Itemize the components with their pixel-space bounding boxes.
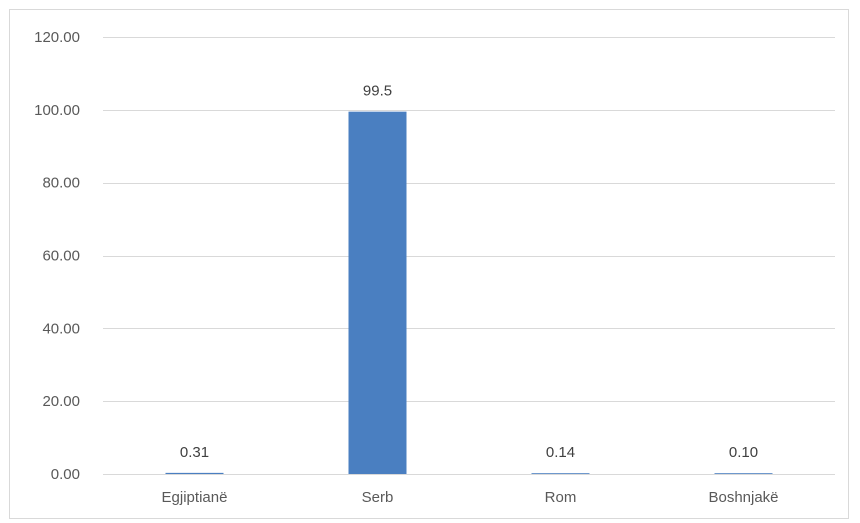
y-tick-label: 80.00 — [42, 175, 80, 192]
y-tick-label: 40.00 — [42, 320, 80, 337]
x-axis-tick-labels: Egjiptianë Serb Rom Boshnjakë — [162, 489, 779, 506]
y-axis-tick-labels: 0.00 20.00 40.00 60.00 80.00 100.00 120.00 — [34, 29, 80, 483]
x-tick-label: Rom — [545, 489, 577, 506]
data-labels: 0.31 99.5 0.14 0.10 — [180, 83, 758, 462]
data-label: 99.5 — [363, 83, 392, 100]
gridlines — [103, 37, 835, 475]
bars — [165, 111, 773, 474]
x-tick-label: Boshnjakë — [708, 489, 778, 506]
y-tick-label: 100.00 — [34, 102, 80, 119]
bar — [348, 111, 407, 474]
data-label: 0.10 — [729, 444, 758, 461]
y-tick-label: 120.00 — [34, 29, 80, 46]
bar — [165, 472, 224, 474]
y-tick-label: 20.00 — [42, 393, 80, 410]
x-tick-label: Egjiptianë — [162, 489, 228, 506]
data-label: 0.14 — [546, 444, 575, 461]
data-label: 0.31 — [180, 444, 209, 461]
bar — [714, 473, 773, 474]
bar — [531, 473, 590, 474]
y-tick-label: 0.00 — [51, 466, 80, 483]
x-tick-label: Serb — [362, 489, 394, 506]
y-tick-label: 60.00 — [42, 248, 80, 265]
chart-frame — [9, 9, 849, 519]
